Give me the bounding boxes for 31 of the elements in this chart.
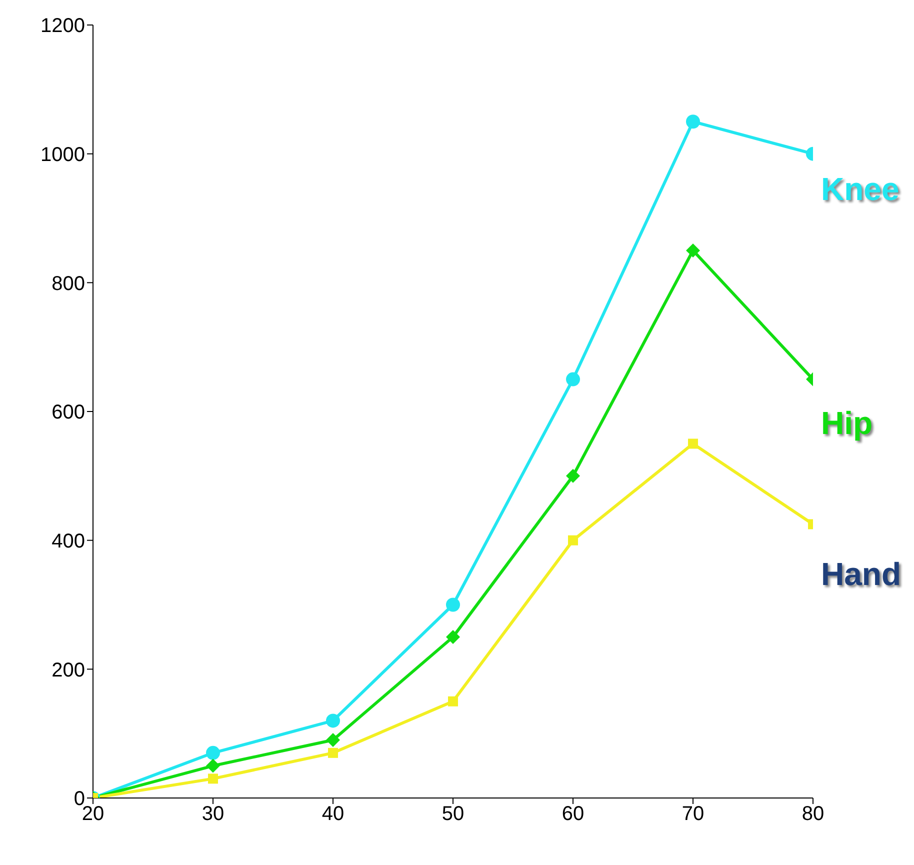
point [688,438,698,449]
point [446,598,460,612]
point [446,630,460,644]
y-tick-label: 1000 [40,144,85,166]
x-tick-label: 50 [442,803,464,826]
x-tick-label: 70 [682,803,704,826]
x-tick-label: 80 [802,803,824,826]
y-tick-label: 800 [52,272,85,295]
point [208,774,218,784]
y-tick-label: 200 [52,659,85,682]
point [686,114,700,129]
x-tick-label: 20 [82,803,104,826]
series-label: Hand [821,556,901,593]
point [206,758,220,773]
y-tick-label: 600 [52,402,85,424]
x-tick-label: 30 [202,803,224,826]
point [568,535,578,546]
series-label: Hip [821,405,873,442]
point [328,748,338,758]
point [686,243,700,258]
x-tick-label: 60 [562,803,584,826]
point [326,733,340,748]
point [206,746,220,760]
series-label: Knee [821,170,900,208]
point [448,696,458,706]
point [566,372,580,386]
point [326,714,340,728]
point [566,468,580,483]
y-tick-label: 1200 [40,15,85,38]
x-tick-label: 40 [322,803,344,826]
y-tick-label: 400 [52,530,85,552]
